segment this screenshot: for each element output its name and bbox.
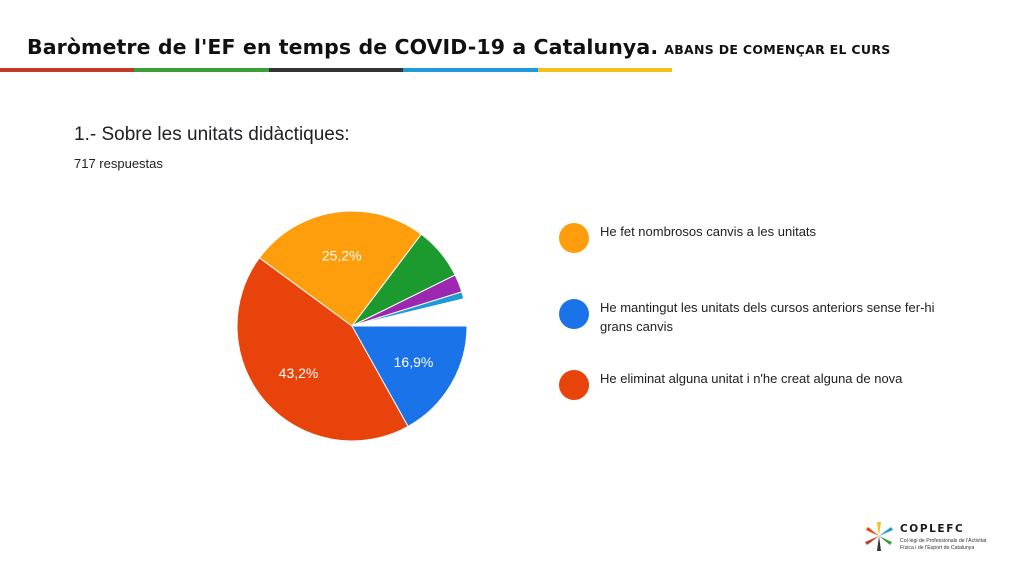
- pie-slice-label: 43,2%: [279, 365, 319, 381]
- legend-label: He mantingut les unitats dels cursos ant…: [600, 300, 935, 334]
- legend-item-kept-units: He mantingut les unitats dels cursos ant…: [559, 298, 970, 336]
- legend-item-many-changes: He fet nombrosos canvis a les unitats: [559, 222, 970, 253]
- page-title: Baròmetre de l'EF en temps de COVID-19 a…: [27, 35, 891, 59]
- color-bar-segment: [134, 68, 269, 72]
- coplefc-star-icon: [865, 522, 893, 551]
- legend-swatch-blue: [559, 299, 589, 329]
- coplefc-logo: COPLEFC Col·legi de Professionals de l'A…: [864, 520, 994, 556]
- logo-subtitle-line1: Col·legi de Professionals de l'Activitat: [900, 538, 987, 544]
- color-bar-segment: [537, 68, 673, 72]
- pie-slice-label: 25,2%: [322, 247, 362, 263]
- pie-slice: [236, 257, 409, 442]
- color-bar-segment: [268, 68, 404, 72]
- legend-swatch-red: [559, 370, 589, 400]
- pie-slice: [351, 325, 468, 428]
- legend-item-removed-units: He eliminat alguna unitat i n'he creat a…: [559, 369, 970, 400]
- page-title-main: Baròmetre de l'EF en temps de COVID-19 a…: [27, 35, 659, 59]
- legend-label: He fet nombrosos canvis a les unitats: [600, 224, 817, 239]
- color-bar-segment: [403, 68, 538, 72]
- logo-subtitle-line2: Física i de l'Esport de Catalunya: [900, 545, 975, 551]
- legend-swatch-orange: [559, 223, 589, 253]
- header-color-bar: [0, 68, 673, 72]
- pie-slice: [258, 210, 423, 327]
- color-bar-segment: [0, 68, 135, 72]
- pie-slice: [351, 298, 468, 327]
- question-title: 1.- Sobre les unitats didàctiques:: [74, 124, 350, 145]
- legend-label: He eliminat alguna unitat i n'he creat a…: [600, 371, 903, 386]
- pie-slice-label: 16,9%: [394, 354, 434, 370]
- page-title-subtitle: ABANS DE COMENÇAR EL CURS: [664, 42, 891, 57]
- logo-name: COPLEFC: [900, 523, 965, 535]
- response-count: 717 respuestas: [74, 156, 163, 171]
